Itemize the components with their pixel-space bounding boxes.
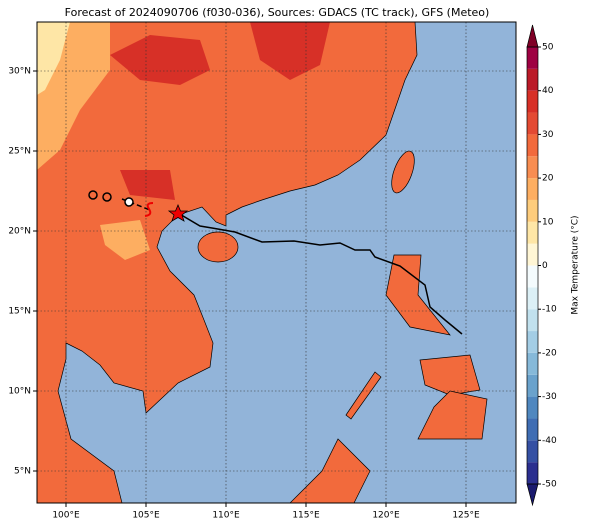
track-point (124, 197, 134, 207)
colorbar-band (527, 47, 538, 69)
colorbar-band (527, 287, 538, 310)
colorbar-tick-label: -30 (542, 392, 557, 402)
hot-zone (250, 22, 330, 80)
colorbar-band (527, 156, 538, 179)
warm-zone (37, 22, 70, 95)
map-title: Forecast of 2024090706 (f030-036), Sourc… (65, 6, 490, 19)
colorbar-tick-label: 0 (542, 261, 548, 271)
colorbar-tick-label: 40 (542, 86, 554, 96)
colorbar-band (527, 221, 538, 244)
colorbar-tick-label: -10 (542, 305, 557, 315)
track-point (88, 190, 98, 200)
lon-label: 120°E (372, 511, 400, 521)
lon-label: 105°E (132, 511, 160, 521)
lon-label: 125°E (452, 511, 480, 521)
forecast-track (121, 198, 151, 211)
hot-zone (110, 35, 210, 85)
map-frame (36, 21, 517, 504)
colorbar-band (527, 418, 538, 441)
colorbar-band (527, 352, 538, 375)
palawan (345, 371, 382, 420)
colorbar-band (527, 331, 538, 353)
hot-zone (120, 170, 175, 200)
lat-label: 20°N (8, 227, 31, 237)
map-area (37, 22, 516, 503)
colorbar-band (527, 178, 538, 200)
colorbar-band (527, 265, 538, 288)
colorbar-band (527, 134, 538, 157)
colorbar-band (527, 462, 538, 484)
colorbar-over (526, 24, 539, 48)
taiwan (391, 150, 415, 194)
colorbar-tick-label: 30 (542, 130, 554, 140)
colorbar-label: Max Temperature (°C) (571, 215, 581, 314)
warm-zone (100, 220, 150, 260)
colorbar-tick-label: -50 (542, 480, 557, 490)
colorbar-tick-label: 50 (542, 43, 554, 53)
lat-label: 15°N (8, 307, 31, 317)
colorbar-band (527, 112, 538, 135)
colorbar-band (527, 440, 538, 463)
hainan (197, 231, 239, 263)
colorbar-under (526, 483, 539, 507)
mindanao (417, 390, 488, 440)
borneo (289, 438, 371, 503)
lon-label: 100°E (52, 511, 80, 521)
colorbar-band (527, 68, 538, 91)
graticule (37, 22, 516, 503)
storm-symbol (144, 202, 154, 217)
colorbar-tick-label: 20 (542, 174, 554, 184)
colorbar-tick-label: 10 (542, 217, 554, 227)
storm-track (177, 212, 463, 335)
colorbar-tick-label: -20 (542, 348, 557, 358)
colorbar-band (527, 374, 538, 397)
colorbar-band (527, 199, 538, 222)
lat-label: 25°N (8, 147, 31, 157)
colorbar-band (527, 243, 538, 266)
lon-label: 115°E (292, 511, 320, 521)
visayas (419, 354, 481, 396)
lat-label: 5°N (14, 467, 31, 477)
colorbar: -50 -40 -30 -20 -10 0 10 20 30 40 50 (526, 24, 557, 507)
lon-label: 110°E (212, 511, 240, 521)
track-point (102, 192, 112, 202)
lat-label: 10°N (8, 387, 31, 397)
colorbar-band (527, 90, 538, 113)
colorbar-band (527, 396, 538, 419)
current-position (167, 203, 189, 222)
lat-label: 30°N (8, 67, 31, 77)
colorbar-band (527, 309, 538, 332)
colorbar-tick-label: -40 (542, 436, 557, 446)
